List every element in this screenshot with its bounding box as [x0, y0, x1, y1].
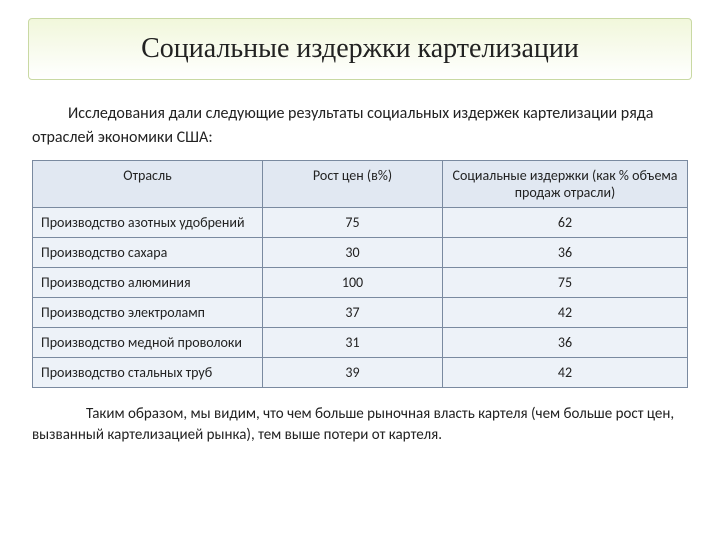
cell-industry: Производство сахара [33, 238, 263, 268]
cell-cost: 36 [443, 238, 688, 268]
conclusion-text: Таким образом, мы видим, что чем больше … [32, 404, 688, 446]
cell-growth: 31 [263, 328, 443, 358]
table-row: Производство азотных удобрений 75 62 [33, 208, 688, 238]
table-row: Производство алюминия 100 75 [33, 268, 688, 298]
cell-cost: 62 [443, 208, 688, 238]
cell-growth: 75 [263, 208, 443, 238]
table-header-row: Отрасль Рост цен (в%) Социальные издержк… [33, 161, 688, 208]
col-header-industry: Отрасль [33, 161, 263, 208]
cell-cost: 75 [443, 268, 688, 298]
data-table: Отрасль Рост цен (в%) Социальные издержк… [32, 160, 688, 388]
page-title: Социальные издержки картелизации [39, 33, 681, 65]
intro-text: Исследования дали следующие результаты с… [32, 102, 688, 150]
table-row: Производство электроламп 37 42 [33, 298, 688, 328]
slide: Социальные издержки картелизации Исследо… [0, 18, 720, 558]
table-row: Производство стальных труб 39 42 [33, 358, 688, 388]
title-box: Социальные издержки картелизации [28, 18, 692, 80]
table-row: Производство медной проволоки 31 36 [33, 328, 688, 358]
cell-industry: Производство стальных труб [33, 358, 263, 388]
cell-cost: 42 [443, 298, 688, 328]
cell-cost: 36 [443, 328, 688, 358]
cell-industry: Производство медной проволоки [33, 328, 263, 358]
cell-industry: Производство электроламп [33, 298, 263, 328]
cell-growth: 100 [263, 268, 443, 298]
cell-industry: Производство алюминия [33, 268, 263, 298]
cell-industry: Производство азотных удобрений [33, 208, 263, 238]
col-header-cost: Социальные издержки (как % объема продаж… [443, 161, 688, 208]
cell-growth: 37 [263, 298, 443, 328]
cell-growth: 30 [263, 238, 443, 268]
cell-cost: 42 [443, 358, 688, 388]
cell-growth: 39 [263, 358, 443, 388]
col-header-growth: Рост цен (в%) [263, 161, 443, 208]
table-row: Производство сахара 30 36 [33, 238, 688, 268]
